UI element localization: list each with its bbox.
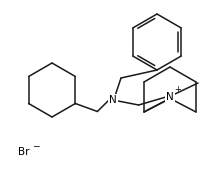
Text: N: N bbox=[109, 95, 117, 105]
Text: +: + bbox=[174, 85, 181, 94]
Text: Br: Br bbox=[18, 147, 30, 157]
Text: N: N bbox=[166, 92, 174, 102]
Text: −: − bbox=[32, 142, 40, 150]
